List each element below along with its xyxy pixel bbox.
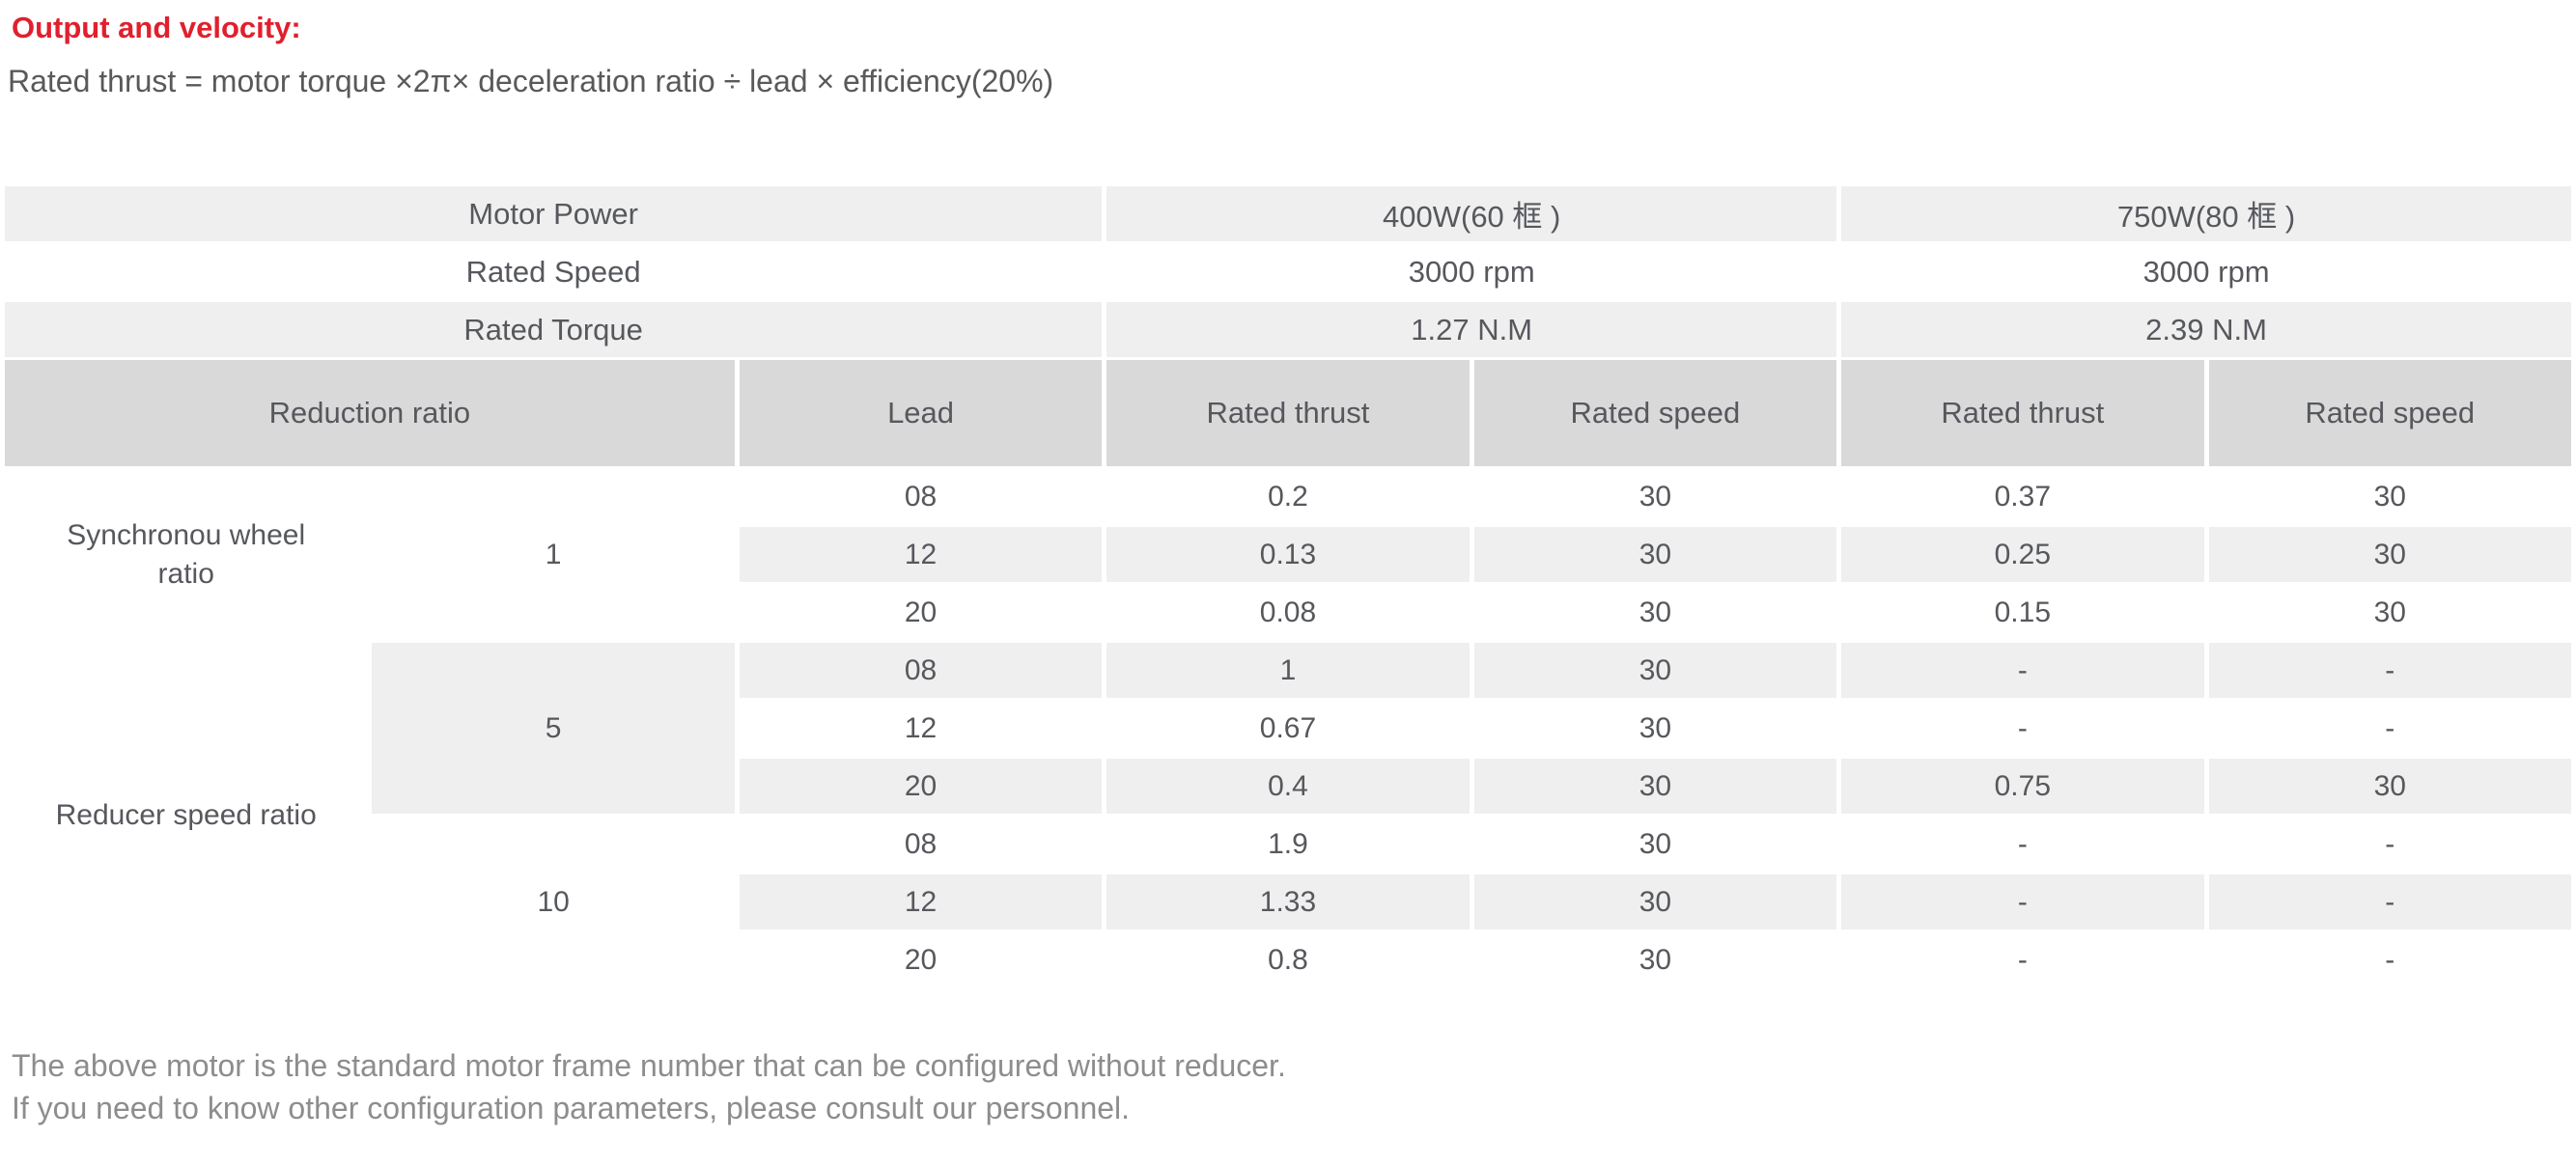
motor-power-750w: 750W(80 框 )	[1841, 186, 2571, 241]
value-cell: 30	[2208, 469, 2571, 524]
value-cell: 30	[2208, 759, 2571, 814]
value-cell: 1.9	[1106, 817, 1470, 872]
value-cell: 30	[1473, 759, 1837, 814]
value-cell: -	[2208, 932, 2571, 987]
value-cell: 0.67	[1106, 701, 1470, 756]
table-row: 12 0.67 30 - -	[5, 701, 2571, 756]
value-cell: -	[1841, 817, 2204, 872]
lead-cell: 12	[739, 874, 1103, 929]
value-cell: -	[1841, 932, 2204, 987]
value-cell: 30	[1473, 527, 1837, 582]
lead-cell: 12	[739, 527, 1103, 582]
thrust-formula: Rated thrust = motor torque ×2π× deceler…	[8, 64, 1054, 98]
value-cell: -	[1841, 874, 2204, 929]
ratio-cell: 10	[372, 817, 735, 987]
page-title: Output and velocity:	[12, 11, 301, 44]
value-cell: 30	[1473, 469, 1837, 524]
table-row: 20 0.08 30 0.15 30	[5, 585, 2571, 640]
value-cell: 30	[1473, 932, 1837, 987]
lead-cell: 20	[739, 585, 1103, 640]
value-cell: -	[2208, 817, 2571, 872]
table-row: 12 0.13 30 0.25 30	[5, 527, 2571, 582]
value-cell: 30	[1473, 701, 1837, 756]
header-rated-speed-750w: Rated speed	[2208, 360, 2571, 466]
rated-torque-400w: 1.27 N.M	[1106, 302, 1837, 357]
lead-cell: 08	[739, 817, 1103, 872]
value-cell: -	[1841, 643, 2204, 698]
header-rated-thrust-750w: Rated thrust	[1841, 360, 2204, 466]
table-row: 20 0.4 30 0.75 30	[5, 759, 2571, 814]
value-cell: -	[2208, 701, 2571, 756]
group-label-text: Synchronou wheel ratio	[67, 518, 306, 590]
value-cell: 0.13	[1106, 527, 1470, 582]
footer-line-1: The above motor is the standard motor fr…	[12, 1048, 1286, 1083]
rated-torque-750w: 2.39 N.M	[1841, 302, 2571, 357]
table-row: 12 1.33 30 - -	[5, 874, 2571, 929]
motor-power-400w: 400W(60 框 )	[1106, 186, 1837, 241]
value-cell: 30	[1473, 643, 1837, 698]
group-label-reducer: Reducer speed ratio	[5, 643, 368, 987]
value-cell: 30	[2208, 585, 2571, 640]
value-cell: 0.08	[1106, 585, 1470, 640]
value-cell: 30	[2208, 527, 2571, 582]
value-cell: -	[2208, 874, 2571, 929]
value-cell: 0.8	[1106, 932, 1470, 987]
value-cell: 0.37	[1841, 469, 2204, 524]
table-row: Reducer speed ratio 5 08 1 30 - -	[5, 643, 2571, 987]
group-label-synchronous: Synchronou wheel ratio	[5, 469, 368, 640]
ratio-cell: 1	[372, 469, 735, 640]
motor-power-row: Motor Power 400W(60 框 ) 750W(80 框 )	[5, 186, 2571, 241]
lead-cell: 08	[739, 643, 1103, 698]
value-cell: 30	[1473, 585, 1837, 640]
table-row: 20 0.8 30 - -	[5, 932, 2571, 987]
rated-speed-400w: 3000 rpm	[1106, 244, 1837, 299]
value-cell: 0.15	[1841, 585, 2204, 640]
value-cell: 1	[1106, 643, 1470, 698]
table-row: Synchronou wheel ratio 1 08 0.2 30 0.37 …	[5, 469, 2571, 640]
value-cell: 1.33	[1106, 874, 1470, 929]
rated-speed-row: Rated Speed 3000 rpm 3000 rpm	[5, 244, 2571, 299]
header-rated-thrust-400w: Rated thrust	[1106, 360, 1470, 466]
lead-cell: 20	[739, 932, 1103, 987]
ratio-cell: 5	[372, 643, 735, 814]
value-cell: 30	[1473, 874, 1837, 929]
header-rated-speed-400w: Rated speed	[1473, 360, 1837, 466]
lead-cell: 08	[739, 469, 1103, 524]
table-row: 10 08 1.9 30 - -	[5, 817, 2571, 987]
header-reduction-ratio: Reduction ratio	[5, 360, 735, 466]
lead-cell: 12	[739, 701, 1103, 756]
motor-power-label: Motor Power	[5, 186, 1103, 241]
value-cell: 0.4	[1106, 759, 1470, 814]
value-cell: 0.2	[1106, 469, 1470, 524]
value-cell: -	[1841, 701, 2204, 756]
column-header-row: Reduction ratio Lead Rated thrust Rated …	[5, 360, 2571, 466]
spec-table: Motor Power 400W(60 框 ) 750W(80 框 ) Rate…	[0, 183, 2576, 990]
value-cell: 30	[1473, 817, 1837, 872]
rated-speed-label: Rated Speed	[5, 244, 1103, 299]
rated-speed-750w: 3000 rpm	[1841, 244, 2571, 299]
rated-torque-row: Rated Torque 1.27 N.M 2.39 N.M	[5, 302, 2571, 357]
lead-cell: 20	[739, 759, 1103, 814]
header-lead: Lead	[739, 360, 1103, 466]
footer-note: The above motor is the standard motor fr…	[12, 1044, 2576, 1129]
value-cell: 0.25	[1841, 527, 2204, 582]
rated-torque-label: Rated Torque	[5, 302, 1103, 357]
footer-line-2: If you need to know other configuration …	[12, 1091, 1131, 1125]
value-cell: -	[2208, 643, 2571, 698]
value-cell: 0.75	[1841, 759, 2204, 814]
